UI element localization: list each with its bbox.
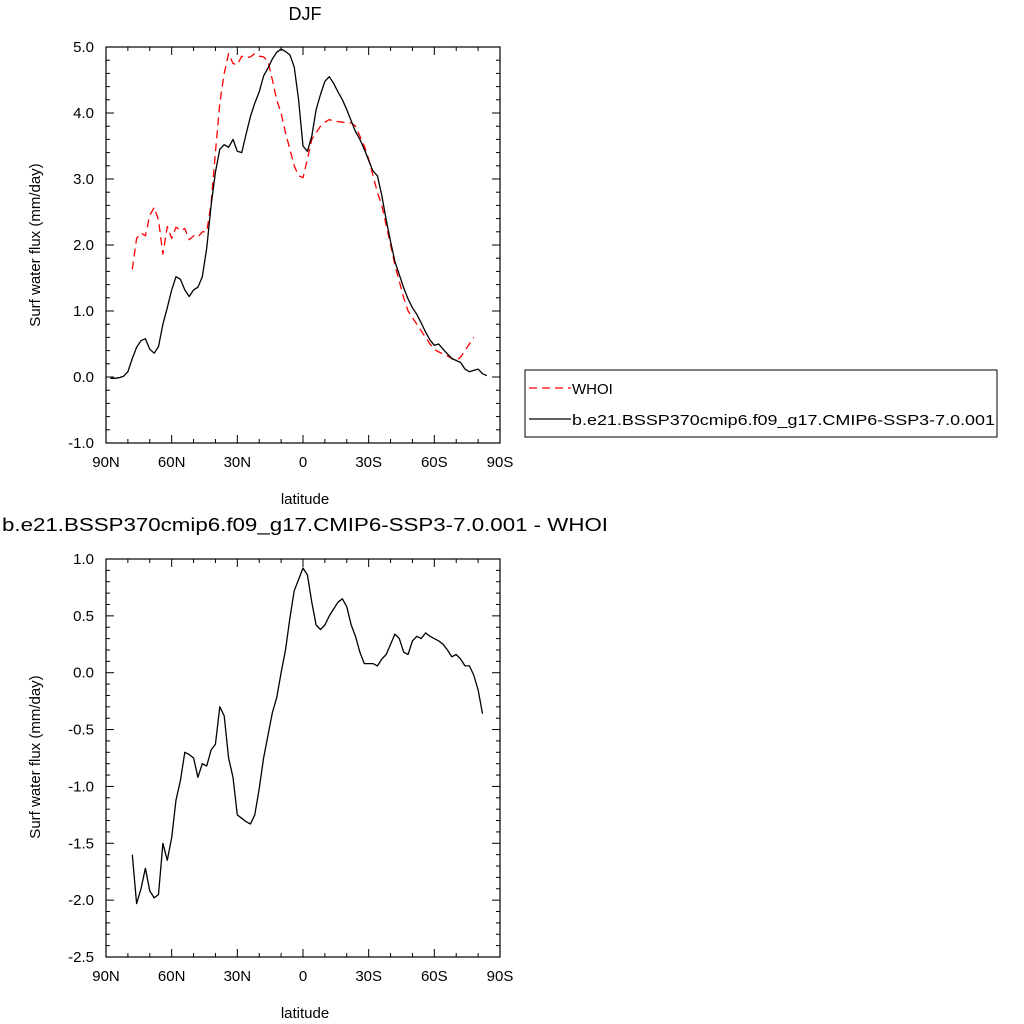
series-line-b-e21-bssp370cmip6-f09-g17-cmip6-ssp3-7-0-001	[110, 48, 488, 379]
y-tick-label: -0.5	[68, 722, 94, 739]
y-axis-ticks: -1.0 0.0 1.0 2.0 3.0 4.0 5.0	[68, 39, 500, 452]
x-tick-label: 60N	[158, 454, 186, 471]
x-tick-label: 30S	[355, 968, 382, 985]
legend-label-model: b.e21.BSSP370cmip6.f09_g17.CMIP6-SSP3-7.…	[572, 412, 995, 429]
x-tick-label: 60S	[421, 968, 448, 985]
chart-djf: DJF latitude Surf water flux (mm/day) 90…	[27, 4, 513, 508]
y-tick-label: -1.5	[68, 835, 94, 852]
x-axis-ticks: 90N 60N 30N 0 30S 60S 90S	[92, 47, 513, 471]
x-tick-label: 30N	[224, 968, 252, 985]
x-tick-label: 90N	[92, 454, 120, 471]
x-axis-label: latitude	[281, 1005, 329, 1022]
legend-label-whoi: WHOI	[572, 381, 613, 398]
chart-title: b.e21.BSSP370cmip6.f09_g17.CMIP6-SSP3-7.…	[2, 515, 608, 536]
y-tick-label: -1.0	[68, 778, 94, 795]
y-tick-label: -2.5	[68, 949, 94, 966]
y-tick-label: 0.0	[73, 665, 94, 682]
x-axis-label: latitude	[281, 491, 329, 508]
x-tick-label: 60S	[421, 454, 448, 471]
y-tick-label: -2.0	[68, 892, 94, 909]
x-tick-label: 30S	[355, 454, 382, 471]
x-tick-label: 90N	[92, 968, 120, 985]
y-tick-label: -1.0	[68, 435, 94, 452]
plot-frame	[105, 46, 501, 444]
legend-box	[524, 369, 998, 438]
x-tick-label: 0	[299, 454, 307, 471]
x-tick-label: 60N	[158, 968, 186, 985]
y-tick-label: 2.0	[73, 237, 94, 254]
series-line-difference	[131, 567, 484, 905]
legend: WHOI b.e21.BSSP370cmip6.f09_g17.CMIP6-SS…	[524, 369, 998, 438]
y-axis-label: Surf water flux (mm/day)	[27, 163, 44, 326]
y-tick-label: 0.0	[73, 369, 94, 386]
y-tick-label: 4.0	[73, 105, 94, 122]
x-tick-label: 90S	[487, 454, 514, 471]
series-line-whoi	[131, 52, 475, 362]
y-tick-label: 0.5	[73, 608, 94, 625]
series-lines	[131, 567, 484, 905]
chart-difference: b.e21.BSSP370cmip6.f09_g17.CMIP6-SSP3-7.…	[2, 515, 608, 1022]
y-tick-label: 3.0	[73, 171, 94, 188]
x-tick-label: 30N	[224, 454, 252, 471]
x-axis-ticks: 90N 60N 30N 0 30S 60S 90S	[92, 559, 513, 985]
y-tick-label: 1.0	[73, 551, 94, 568]
series-lines	[110, 48, 488, 379]
x-tick-label: 90S	[487, 968, 514, 985]
plot-frame	[105, 558, 501, 958]
y-tick-label: 1.0	[73, 303, 94, 320]
y-axis-label: Surf water flux (mm/day)	[27, 675, 44, 838]
y-tick-label: 5.0	[73, 39, 94, 56]
x-tick-label: 0	[299, 968, 307, 985]
y-axis-ticks: -2.5 -2.0 -1.5 -1.0 -0.5 0.0 0.5 1.0	[68, 551, 500, 966]
chart-title: DJF	[289, 4, 322, 24]
